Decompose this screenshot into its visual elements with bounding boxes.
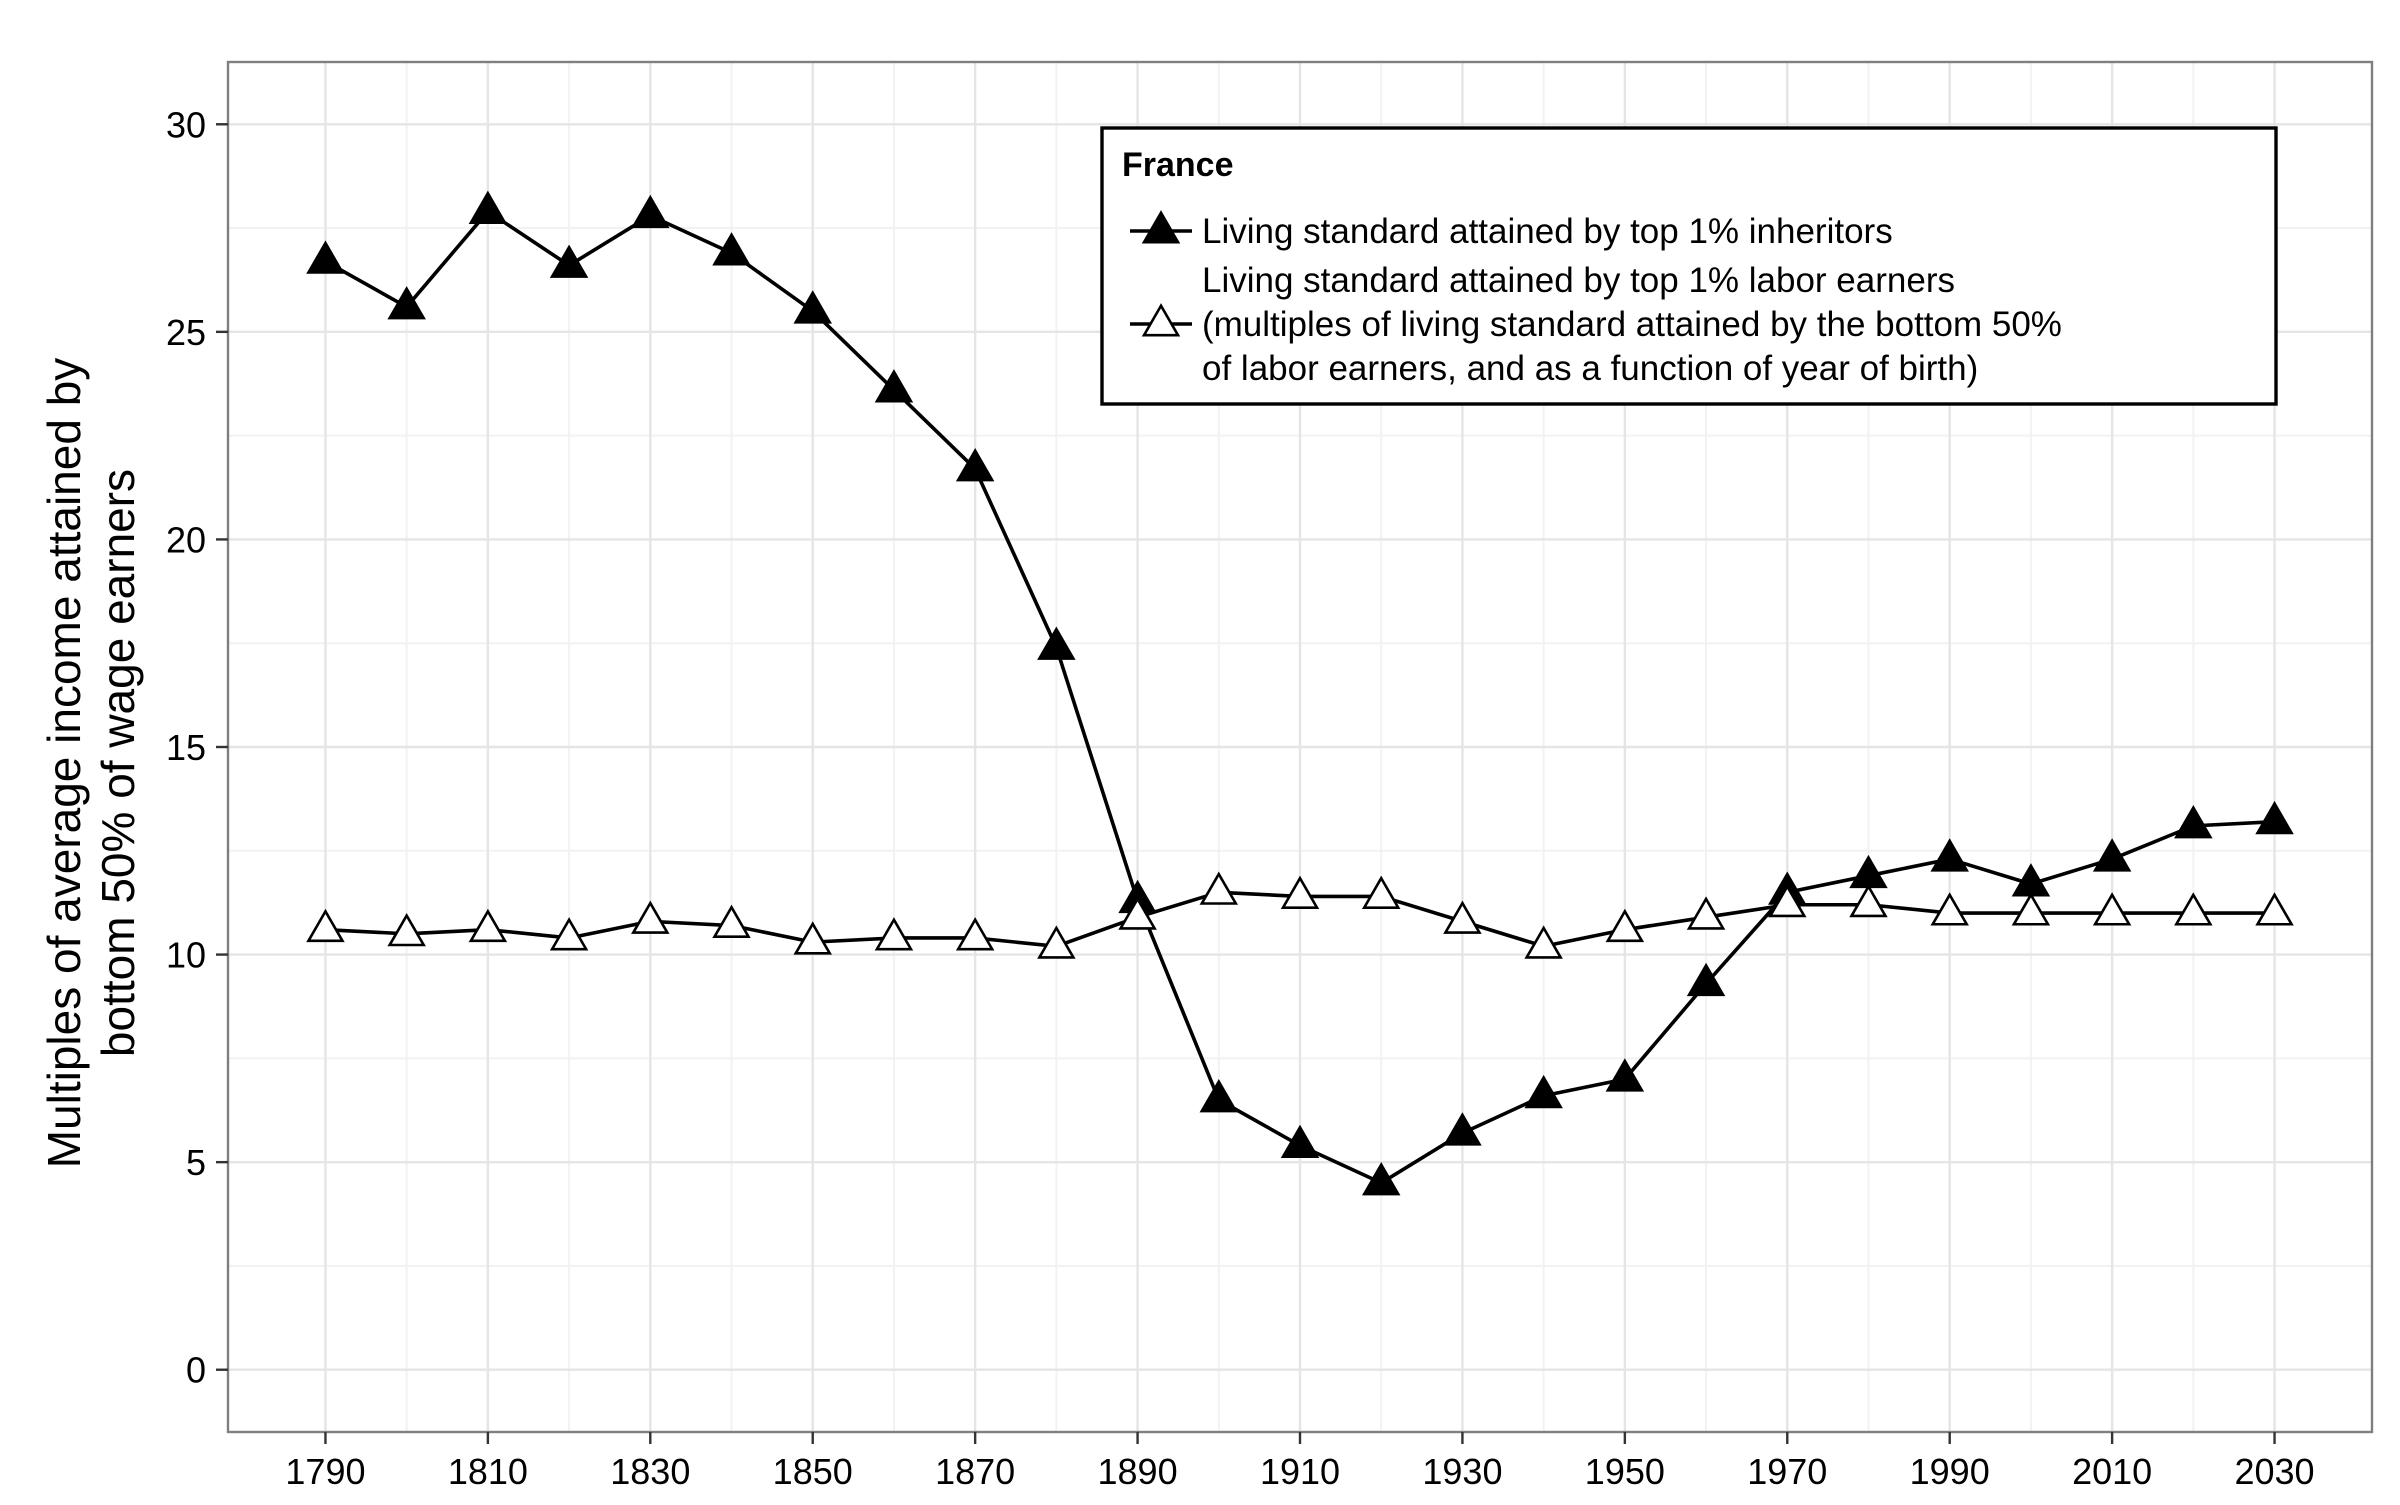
filled-triangle-point [387, 286, 426, 320]
open-triangle-point [1605, 908, 1645, 943]
open-triangle-point [1686, 896, 1726, 930]
axes: 1790 1810 1830 1850 1870 1890 1910 1930 1950 1970… [166, 60, 2374, 1492]
x-tick-label: 2030 [2234, 1451, 2314, 1492]
series-labor-earners [306, 871, 2294, 959]
filled-triangle-point [712, 232, 751, 266]
filled-triangle-point [1930, 838, 1969, 872]
y-tick-label: 5 [186, 1142, 206, 1183]
filled-triangle-point [1280, 1124, 1320, 1159]
y-tick-label: 10 [166, 935, 206, 976]
open-triangle-point [306, 908, 345, 943]
open-triangle-point [468, 908, 508, 943]
open-triangle-point [1037, 925, 1076, 959]
filled-triangle-point [1361, 1162, 1401, 1196]
legend-entry-label: of labor earners, and as a function of y… [1202, 349, 1978, 388]
open-triangle-point [1930, 892, 1969, 926]
y-axis-title: Multiples of average income attained byb… [38, 358, 144, 1169]
y-tick-label: 0 [186, 1350, 206, 1391]
filled-triangle-point [793, 290, 832, 324]
filled-triangle-point [468, 190, 508, 224]
x-tick-label: 2010 [2072, 1451, 2152, 1492]
filled-triangle-point [1686, 962, 1726, 997]
open-triangle-point [793, 921, 832, 955]
legend-key-open-triangle [1141, 303, 1181, 337]
x-tick-label: 1970 [1747, 1451, 1827, 1492]
open-triangle-point [1524, 925, 1563, 959]
legend-box [1100, 126, 2278, 406]
filled-triangle-point [2255, 800, 2294, 835]
legend-entry-label: Living standard attained by top 1% inher… [1202, 212, 1893, 251]
y-tick-label: 25 [166, 312, 206, 353]
open-triangle-point [2011, 892, 2051, 926]
y-tick-label: 30 [166, 104, 206, 145]
x-tick-label: 1930 [1422, 1451, 1502, 1492]
open-triangle-point [1443, 900, 1482, 934]
open-triangle-point [631, 900, 670, 934]
filled-triangle-point [1037, 626, 1076, 660]
filled-triangle-point [2174, 805, 2213, 839]
filled-triangle-point [1605, 1058, 1645, 1092]
open-triangle-point [549, 917, 589, 951]
legend-entry-label: (multiples of living standard attained b… [1202, 305, 2062, 344]
legend: France Living standard attained by top 1%… [1100, 126, 2278, 406]
filled-triangle-point [1524, 1074, 1563, 1109]
x-tick-label: 1910 [1260, 1451, 1340, 1492]
filled-triangle-point [874, 369, 914, 403]
x-tick-label: 1790 [285, 1451, 365, 1492]
filled-triangle-point [549, 244, 589, 278]
open-triangle-point [1280, 875, 1320, 909]
x-tick-label: 1950 [1585, 1451, 1665, 1492]
open-triangle-point [387, 912, 426, 947]
filled-triangle-point [2092, 838, 2132, 872]
open-triangle-point [955, 917, 995, 951]
x-tick-label: 1850 [773, 1451, 853, 1492]
filled-triangle-point [1199, 1079, 1239, 1113]
open-triangle-point [1768, 883, 1807, 918]
filled-triangle-point [306, 240, 345, 274]
x-tick-label: 1990 [1910, 1451, 1990, 1492]
filled-triangle-point [1443, 1112, 1482, 1146]
open-triangle-point [874, 917, 914, 951]
open-triangle-point [1118, 896, 1157, 930]
open-triangle-point [2255, 892, 2294, 926]
x-tick-label: 1830 [610, 1451, 690, 1492]
y-tick-label: 15 [166, 727, 206, 768]
open-triangle-point [1199, 871, 1239, 905]
y-tick-label: 20 [166, 519, 206, 560]
legend-title: France [1122, 146, 1234, 184]
x-tick-label: 1890 [1098, 1451, 1178, 1492]
y-axis-title-line: bottom 50% of wage earners [92, 469, 144, 1057]
open-triangle-point [712, 904, 751, 939]
open-triangle-point [1361, 875, 1401, 909]
x-tick-label: 1870 [935, 1451, 1015, 1492]
filled-triangle-point [955, 447, 995, 482]
open-triangle-point [2092, 892, 2132, 926]
legend-entry-label: Living standard attained by top 1% labor… [1202, 261, 1955, 300]
y-axis-label: Multiples of average income attained byb… [38, 358, 144, 1169]
y-axis-title-line: Multiples of average income attained by [38, 358, 90, 1169]
filled-triangle-point [631, 194, 670, 229]
legend-key-filled-triangle [1141, 210, 1181, 244]
open-triangle-point [2174, 892, 2213, 926]
open-triangle-point [1849, 883, 1888, 918]
x-tick-label: 1810 [448, 1451, 528, 1492]
series-layer [306, 190, 2294, 1196]
